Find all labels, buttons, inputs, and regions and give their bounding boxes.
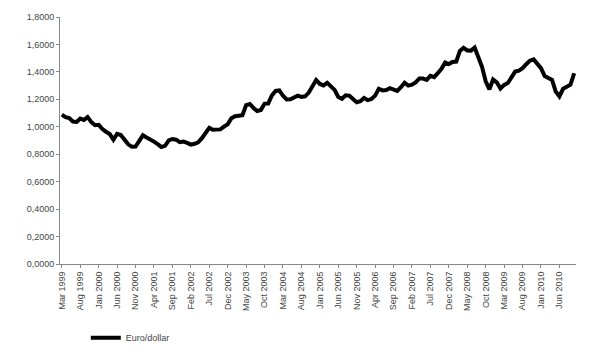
svg-text:Aug 2004: Aug 2004 <box>296 272 306 311</box>
svg-text:Euro/dollar: Euro/dollar <box>126 333 170 343</box>
svg-text:Aug 1999: Aug 1999 <box>75 272 85 311</box>
svg-text:Jul 2007: Jul 2007 <box>425 272 435 306</box>
svg-text:Jan 2010: Jan 2010 <box>536 272 546 309</box>
svg-text:Mar 2009: Mar 2009 <box>499 272 509 310</box>
svg-text:Apr 2001: Apr 2001 <box>149 272 159 309</box>
svg-text:1,8000: 1,8000 <box>27 12 55 22</box>
svg-text:0,4000: 0,4000 <box>27 204 55 214</box>
svg-text:1,6000: 1,6000 <box>27 40 55 50</box>
svg-text:May 2003: May 2003 <box>241 272 251 312</box>
svg-text:Mar 2004: Mar 2004 <box>278 272 288 310</box>
svg-text:Dec 2002: Dec 2002 <box>223 272 233 311</box>
svg-text:Aug 2009: Aug 2009 <box>517 272 527 311</box>
svg-text:Jan 2005: Jan 2005 <box>315 272 325 309</box>
svg-text:0,6000: 0,6000 <box>27 177 55 187</box>
svg-text:Feb 2002: Feb 2002 <box>186 272 196 310</box>
svg-text:Sep 2006: Sep 2006 <box>388 272 398 311</box>
svg-text:Feb 2007: Feb 2007 <box>407 272 417 310</box>
svg-text:Oct 2003: Oct 2003 <box>259 272 269 309</box>
svg-text:Jun 2005: Jun 2005 <box>333 272 343 309</box>
svg-text:Jan 2000: Jan 2000 <box>94 272 104 309</box>
svg-text:Mar 1999: Mar 1999 <box>57 272 67 310</box>
svg-text:Sep 2001: Sep 2001 <box>167 272 177 311</box>
svg-text:Jun 2000: Jun 2000 <box>112 272 122 309</box>
svg-text:Nov 2000: Nov 2000 <box>130 272 140 311</box>
svg-text:May 2008: May 2008 <box>462 272 472 312</box>
svg-text:Jun 2010: Jun 2010 <box>554 272 564 309</box>
svg-text:1,4000: 1,4000 <box>27 67 55 77</box>
svg-text:Nov 2005: Nov 2005 <box>352 272 362 311</box>
svg-text:0,0000: 0,0000 <box>27 259 55 269</box>
svg-text:Dec 2007: Dec 2007 <box>444 272 454 311</box>
svg-text:1,2000: 1,2000 <box>27 94 55 104</box>
svg-text:Oct 2008: Oct 2008 <box>481 272 491 309</box>
svg-text:Apr 2006: Apr 2006 <box>370 272 380 309</box>
svg-text:1,0000: 1,0000 <box>27 122 55 132</box>
svg-text:0,8000: 0,8000 <box>27 149 55 159</box>
svg-text:0,2000: 0,2000 <box>27 232 55 242</box>
svg-text:Jul 2002: Jul 2002 <box>204 272 214 306</box>
